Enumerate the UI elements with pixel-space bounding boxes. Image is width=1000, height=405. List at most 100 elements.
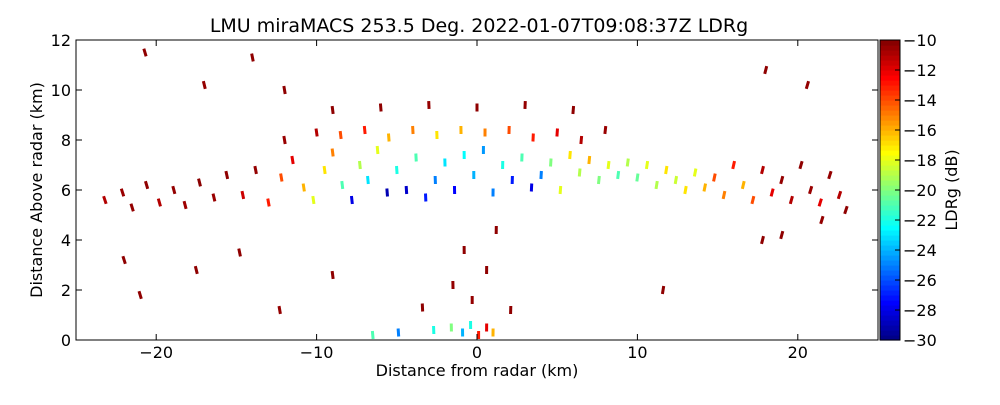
- ldr-point: [491, 188, 495, 197]
- y-tick-label: 10: [51, 81, 71, 100]
- ldr-point: [817, 198, 823, 207]
- ldr-point: [171, 185, 177, 195]
- y-axis-label: Distance Above radar (km): [27, 82, 46, 298]
- ldr-point: [491, 328, 495, 337]
- ldr-point: [237, 248, 242, 257]
- ldr-point: [740, 180, 746, 190]
- colorbar: −30 −28 −26 −24 −22 −20 −18 −16 −14 −12 −10: [879, 31, 937, 350]
- ldr-point: [370, 330, 375, 340]
- ldr-point: [301, 183, 306, 192]
- x-axis-label: Distance from radar (km): [376, 361, 579, 380]
- colorbar-segment: [880, 165, 900, 171]
- ldr-point: [182, 200, 188, 210]
- colorbar-segment: [880, 250, 900, 256]
- ldr-point: [549, 158, 553, 167]
- colorbar-tick-label: −26: [903, 271, 937, 290]
- ldr-point: [358, 160, 362, 170]
- colorbar-segment: [880, 115, 900, 121]
- plot-background: [76, 40, 878, 340]
- ldr-point: [282, 135, 287, 145]
- ldr-point: [702, 183, 708, 192]
- ldr-point: [555, 128, 559, 137]
- colorbar-tick-label: −28: [903, 301, 937, 320]
- ldr-point: [378, 103, 383, 112]
- ldr-point: [798, 160, 804, 170]
- colorbar-segment: [880, 275, 900, 281]
- ldr-point: [266, 198, 271, 207]
- ldr-point: [804, 80, 810, 90]
- ldr-point: [635, 173, 640, 182]
- ldr-point: [375, 145, 380, 155]
- y-axis: 0 2 4 6 8 10 12: [51, 31, 878, 350]
- ldr-point: [760, 165, 765, 175]
- ldr-point: [253, 165, 258, 175]
- ldr-point: [475, 103, 479, 112]
- ldr-point: [129, 203, 135, 212]
- colorbar-segment: [880, 125, 900, 131]
- colorbar-segment: [880, 315, 900, 321]
- ldr-point: [137, 290, 143, 300]
- colorbar-segment: [880, 110, 900, 116]
- colorbar-segment: [880, 295, 900, 301]
- colorbar-segment: [880, 200, 900, 206]
- ldr-point: [606, 160, 611, 170]
- ldr-point: [433, 175, 437, 185]
- ldr-point: [523, 100, 527, 110]
- colorbar-segment: [880, 310, 900, 316]
- x-tick-label: 10: [627, 343, 647, 362]
- ldr-point: [644, 160, 650, 170]
- colorbar-tick-label: −12: [903, 61, 937, 80]
- ldr-point: [660, 285, 666, 295]
- ldr-point: [539, 170, 543, 180]
- colorbar-segment: [880, 290, 900, 296]
- ldr-point: [625, 158, 630, 167]
- ldr-point: [340, 180, 345, 190]
- ldr-point: [760, 235, 765, 245]
- ldr-point: [673, 175, 679, 185]
- y-tick-label: 2: [61, 281, 71, 300]
- colorbar-segment: [880, 245, 900, 251]
- ldr-point: [462, 150, 466, 160]
- colorbar-segment: [880, 300, 900, 306]
- colorbar-segment: [880, 150, 900, 156]
- y-tick-label: 6: [61, 181, 71, 200]
- ldr-point: [443, 158, 447, 167]
- ldr-point: [788, 195, 794, 205]
- ldr-point: [616, 170, 621, 180]
- colorbar-segment: [880, 70, 900, 76]
- data-marks: [102, 48, 849, 340]
- colorbar-segment: [880, 80, 900, 86]
- colorbar-segment: [880, 85, 900, 91]
- ldr-point: [843, 205, 849, 215]
- colorbar-segment: [880, 305, 900, 311]
- ldr-point: [481, 145, 485, 155]
- ldr-point: [808, 185, 814, 195]
- colorbar-segment: [880, 160, 900, 166]
- ldr-point: [459, 125, 463, 135]
- colorbar-segment: [880, 135, 900, 141]
- ldr-point: [366, 175, 370, 185]
- x-axis: −20 −10 0 10 20: [139, 40, 808, 362]
- colorbar-segment: [880, 230, 900, 236]
- colorbar-segment: [880, 195, 900, 201]
- ldr-point: [142, 48, 148, 57]
- colorbar-segment: [880, 145, 900, 151]
- ldr-point: [144, 180, 150, 190]
- ldr-point: [577, 168, 582, 177]
- ldr-point: [330, 148, 335, 157]
- ldr-point: [279, 173, 284, 182]
- ldr-point: [121, 255, 127, 265]
- ldr-point: [603, 125, 608, 135]
- ldr-point: [483, 128, 487, 137]
- ldr-point: [193, 265, 199, 275]
- ldr-point: [470, 295, 474, 305]
- ldr-point: [510, 175, 514, 185]
- x-tick-label: −10: [300, 343, 334, 362]
- colorbar-segment: [880, 260, 900, 266]
- ldr-point: [197, 178, 202, 187]
- ldr-point: [290, 155, 295, 165]
- colorbar-label: LDRg (dB): [942, 149, 961, 230]
- ldr-point: [277, 305, 282, 315]
